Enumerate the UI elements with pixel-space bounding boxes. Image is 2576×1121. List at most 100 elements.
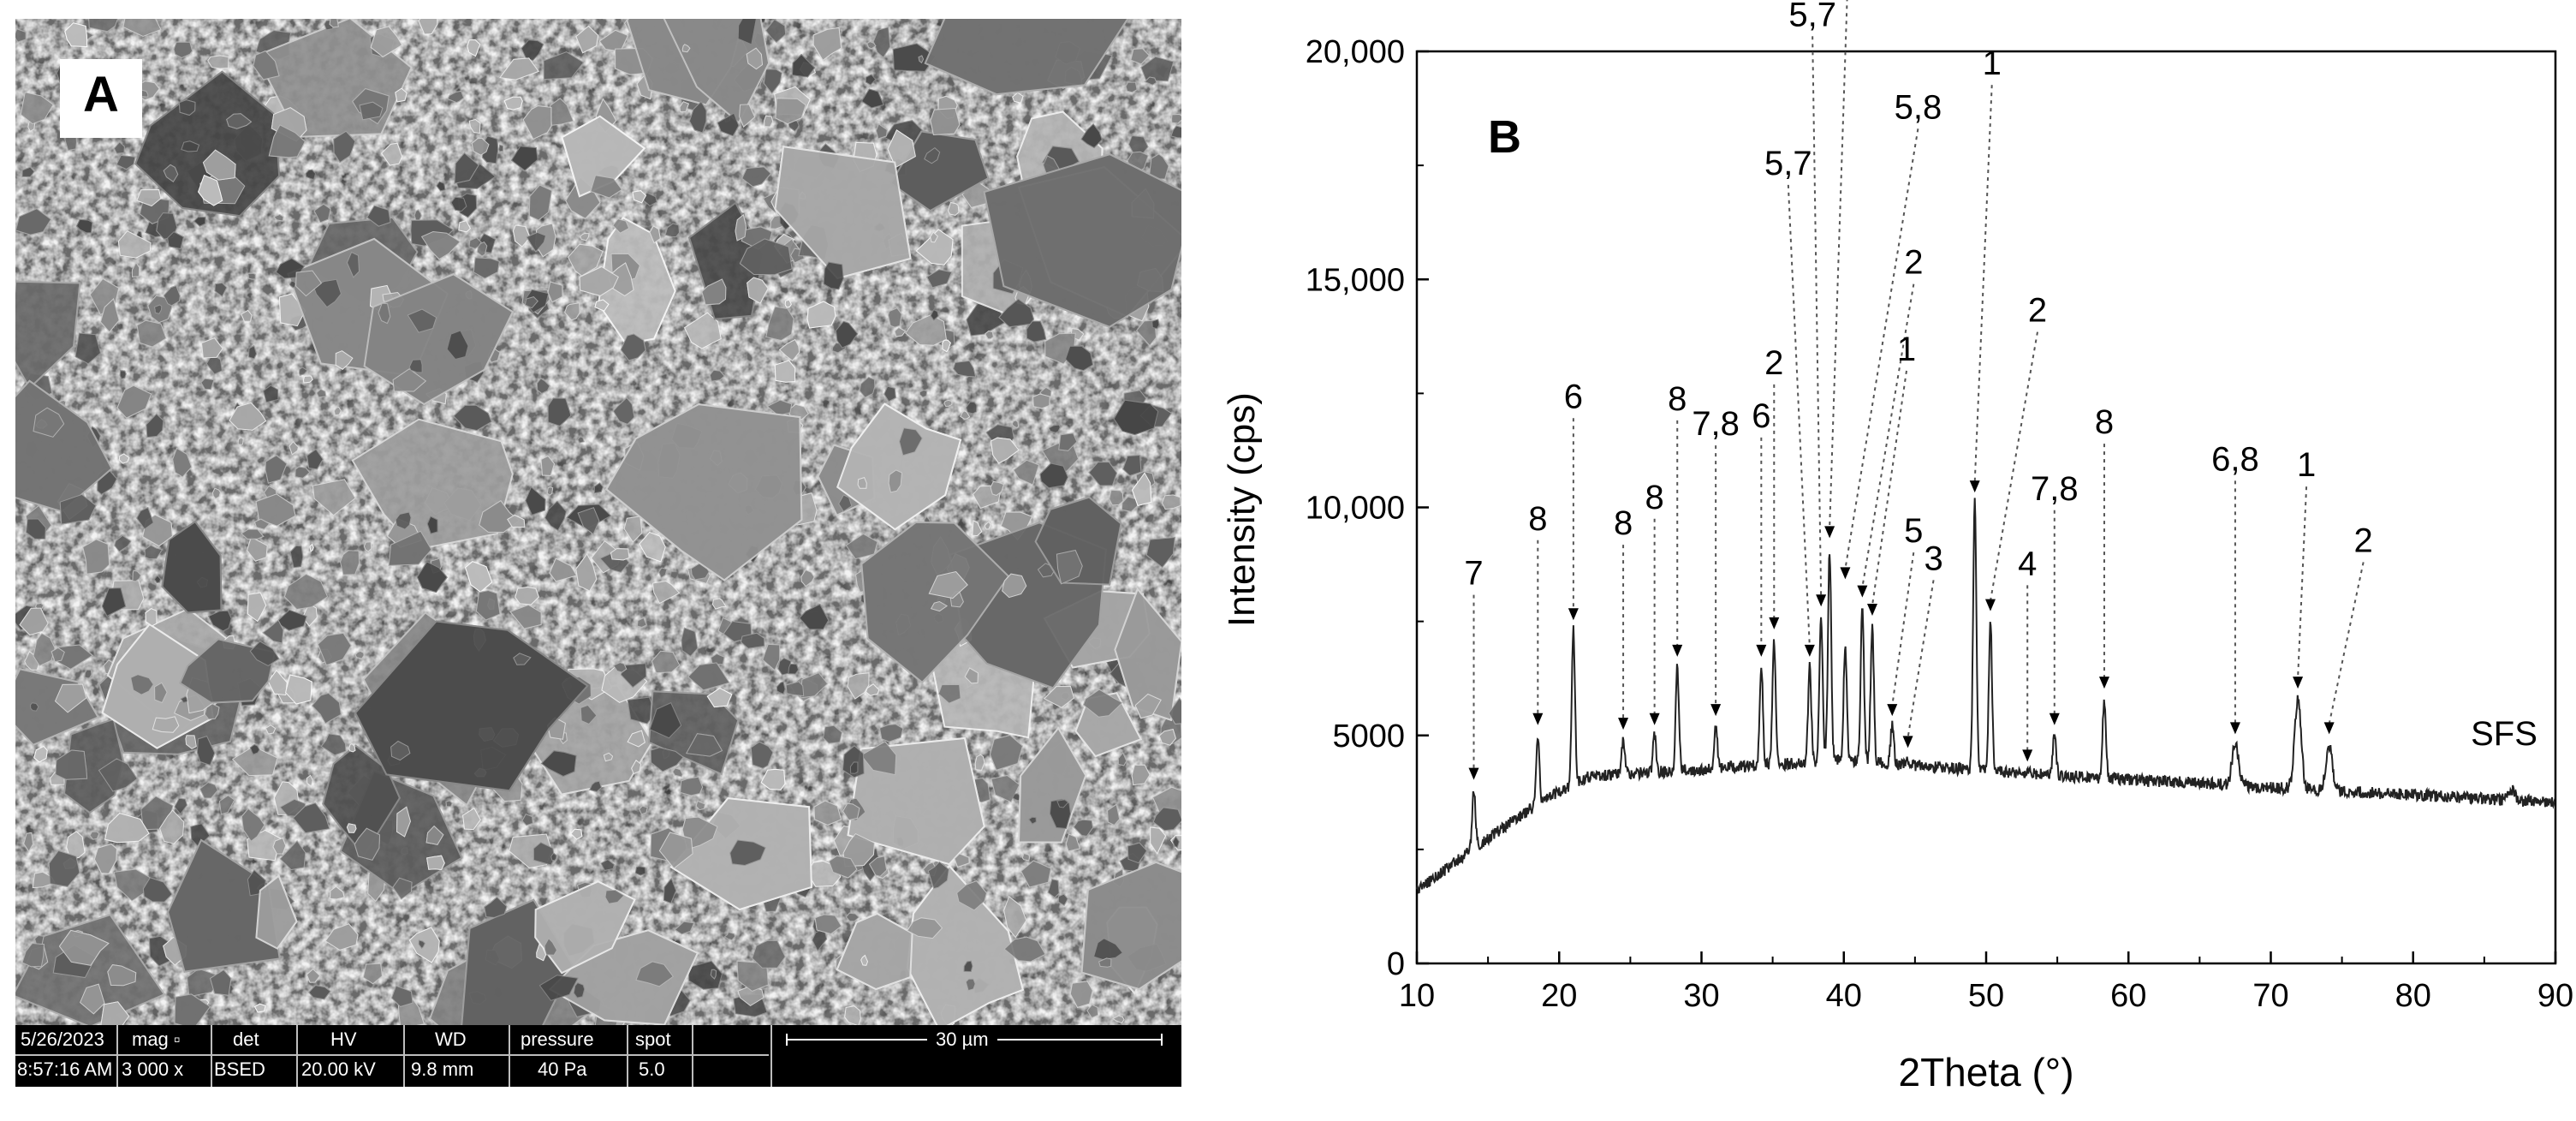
sem-particle <box>512 224 531 247</box>
sem-particle <box>1140 56 1175 82</box>
sem-particle <box>1112 1015 1125 1024</box>
sem-particle <box>1048 424 1061 433</box>
sem-particle <box>446 330 469 361</box>
sem-particle <box>381 142 403 166</box>
sem-particle <box>348 742 356 753</box>
sem-particle <box>1151 319 1160 330</box>
sem-large-particle <box>561 115 646 198</box>
panel-a-label: A <box>60 59 142 138</box>
sem-large-particle <box>983 153 1181 328</box>
sem-particle <box>739 238 793 276</box>
sem-particle <box>305 169 317 181</box>
peak-leader-line <box>1844 128 1919 569</box>
sem-particle <box>289 280 296 289</box>
sem-particle <box>339 550 360 575</box>
peak-arrowhead <box>2293 677 2304 689</box>
sem-particle <box>436 181 446 192</box>
sem-particle <box>549 98 574 126</box>
sem-particle <box>960 410 971 420</box>
sem-particle <box>631 760 642 775</box>
sem-micrograph <box>15 19 1181 1025</box>
sem-particle <box>144 545 164 560</box>
sem-particle <box>1065 345 1094 372</box>
sem-particle <box>1013 459 1040 486</box>
sem-particle <box>503 96 523 110</box>
sem-particle <box>791 53 816 78</box>
sem-large-particle <box>179 638 277 704</box>
peak-arrowhead <box>1969 480 1980 493</box>
sem-particle <box>418 939 426 950</box>
sem-particle <box>603 752 614 762</box>
sem-info-sep <box>211 1025 212 1087</box>
sem-particle <box>828 855 858 879</box>
sem-large-particle <box>534 880 636 975</box>
sem-particle <box>524 296 538 309</box>
sem-particle <box>420 230 461 260</box>
panel-b-label: B <box>1488 111 1521 163</box>
sem-particle <box>930 231 939 243</box>
sem-particle <box>927 861 949 890</box>
sem-particle <box>679 101 690 112</box>
sem-particle <box>190 823 211 848</box>
sem-particle <box>549 558 578 582</box>
sem-particle <box>765 306 794 342</box>
sem-particle <box>1044 685 1075 708</box>
peak-label: 2 <box>1904 244 1923 282</box>
sem-particle <box>265 724 277 735</box>
sem-particle <box>865 74 877 86</box>
sem-particle <box>471 137 490 156</box>
sem-particle <box>1121 496 1139 512</box>
sem-particle <box>132 569 142 582</box>
sem-particle <box>972 520 983 537</box>
sem-particle <box>627 730 645 748</box>
sem-particle <box>333 130 356 164</box>
peak-leader-line <box>1973 85 1993 483</box>
sem-particle <box>1086 1004 1099 1019</box>
sem-particle <box>857 476 867 489</box>
sem-particle <box>200 378 215 391</box>
sem-particle <box>324 923 359 951</box>
sem-particle <box>681 44 691 53</box>
sem-particle <box>388 530 432 566</box>
peak-label: 8 <box>2095 403 2114 441</box>
peak-arrowhead <box>2049 713 2060 725</box>
sem-particle <box>34 934 45 946</box>
sem-particle <box>990 437 1020 464</box>
sem-particle <box>247 592 267 623</box>
sem-info-divider <box>15 1054 769 1056</box>
sem-particle <box>594 299 610 312</box>
sem-particle <box>407 308 437 333</box>
sem-particle <box>392 877 413 900</box>
sem-particle <box>289 545 304 569</box>
sem-particle <box>937 683 961 704</box>
sem-particle <box>454 152 479 184</box>
sem-particle <box>723 932 736 941</box>
sem-particle <box>1107 803 1121 826</box>
sem-particle <box>735 214 747 241</box>
peak-label: 8 <box>1668 380 1687 418</box>
sem-particle <box>963 960 973 973</box>
sem-particle <box>521 814 533 826</box>
sem-particle <box>116 385 152 419</box>
y-tick-label: 15,000 <box>1306 262 1405 298</box>
sem-particle <box>181 140 200 152</box>
sem-particle <box>974 754 985 771</box>
sem-particle <box>510 146 538 171</box>
sem-particle <box>226 113 253 129</box>
sem-particle <box>33 407 65 438</box>
sem-particle <box>101 587 127 617</box>
sem-particle <box>681 627 699 657</box>
sem-particle <box>445 800 453 808</box>
peak-arrowhead <box>2098 677 2109 689</box>
sem-particle <box>312 479 356 516</box>
sem-particle <box>866 683 880 696</box>
sem-particle <box>247 345 258 360</box>
sem-particle <box>363 541 372 552</box>
sem-particle <box>1088 462 1118 486</box>
sem-particle <box>408 359 423 373</box>
sem-particle <box>200 337 223 359</box>
sem-particle <box>717 112 740 137</box>
sem-time: 8:57:16 AM <box>17 1058 113 1080</box>
peak-label: 1 <box>1897 331 1916 368</box>
sem-particle <box>295 270 323 297</box>
